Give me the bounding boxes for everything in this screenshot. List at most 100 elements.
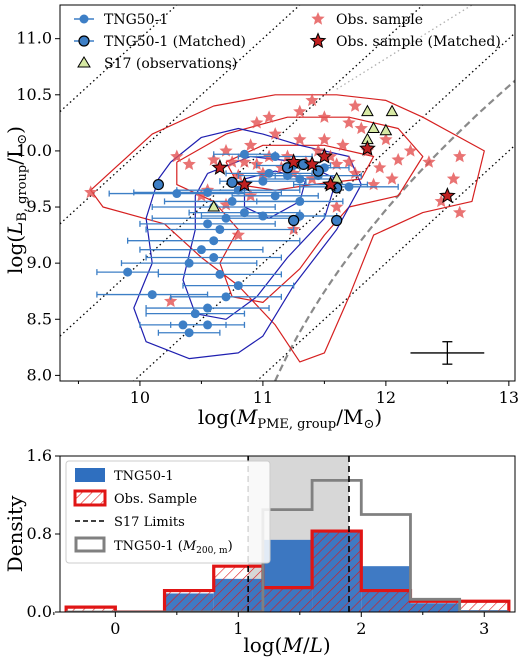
obs-sample-point [244, 188, 258, 202]
legend-item-tng-hist: TNG50-1 [75, 468, 174, 484]
tng-matched-point [331, 214, 343, 227]
scatter-y-tick-label: 8.0 [27, 365, 52, 384]
tng-point [170, 292, 283, 302]
obs-sample-point [391, 152, 405, 166]
histogram-legend-box [65, 460, 271, 564]
constant-ml-line [132, 32, 515, 381]
obs-sample-point [237, 155, 252, 168]
scatter-panel: 10 11 12 13 8.0 8.5 9.0 9.5 10.0 10.5 11.0 log(MPM… [3, 4, 519, 432]
obs-sample-point [403, 143, 418, 157]
red-contour-inner [225, 144, 375, 191]
obs-hist-bar [459, 601, 509, 612]
tng-point [231, 191, 319, 201]
obs-sample-point [219, 143, 233, 157]
tng-matched-point [152, 178, 164, 191]
obs-matched-point [438, 186, 456, 203]
obs-sample-point [262, 110, 276, 123]
legend-item-tng: TNG50-1 [74, 12, 168, 28]
obs-hist-bar [164, 590, 214, 612]
obs-sample-point [293, 132, 307, 146]
tng-point [145, 303, 270, 313]
s17-point [361, 104, 374, 117]
legend-item-obs: Obs. sample [311, 12, 423, 28]
tng-point [145, 309, 246, 319]
s17-point [379, 123, 393, 136]
obs-sample-point [373, 160, 387, 174]
tng-point [188, 208, 301, 218]
obs-matched-point [236, 175, 253, 192]
tng-point [262, 211, 338, 221]
obs-sample-point [434, 194, 448, 208]
tng-point [145, 224, 295, 234]
obs-sample-point [244, 138, 258, 151]
scatter-x-tick-label: 12 [376, 388, 396, 407]
histogram-panel: 0 1 2 3 0.0 0.8 1.6 log(M/L) Density TNG50-1 O… [3, 446, 516, 657]
scatter-frame [59, 4, 516, 382]
scatter-x-tick-label: 10 [130, 388, 150, 407]
obs-sample-point [453, 149, 467, 163]
legend-item-obs-matched: Obs. sample (Matched) [309, 32, 501, 50]
legend-label-obs-hist: Obs. Sample [114, 492, 197, 507]
obs-sample-point [453, 205, 467, 219]
legend-label-limits: S17 Limits [114, 515, 185, 530]
legend-label-tng-hist: TNG50-1 [114, 469, 174, 484]
scatter-legend: TNG50-1 TNG50-1 (Matched) S17 (observati… [74, 12, 501, 72]
scatter-y-tick-label: 8.5 [27, 309, 52, 328]
tng-point [96, 290, 209, 300]
obs-sample-point [422, 155, 436, 168]
tng-matched-point [226, 176, 238, 188]
obs-sample-point [305, 93, 319, 107]
obs-sample-point [385, 172, 399, 185]
obs-sample-point [317, 132, 331, 146]
tng-point [139, 219, 276, 229]
obs-matched-point [322, 175, 339, 192]
obs-sample-point [446, 172, 461, 185]
obs-sample-point [231, 228, 245, 241]
histogram-x-tick-label: 2 [356, 619, 366, 638]
scatter-y-tick-label: 11.0 [16, 29, 52, 48]
histogram-y-label: Density [3, 495, 27, 572]
obs-sample-point [354, 121, 368, 135]
scatter-x-tick-label: 11 [253, 388, 273, 407]
tng-point [139, 245, 264, 255]
obs-sample-point [330, 157, 344, 170]
obs-sample-point [379, 132, 393, 146]
obs-sample-point [164, 294, 178, 307]
obs-sample-point [348, 99, 362, 112]
obs-sample-point [268, 127, 282, 140]
legend-label-tng: TNG50-1 [104, 12, 168, 28]
scatter-y-tick-label: 10.0 [16, 141, 52, 160]
histogram-x-tick-label: 1 [233, 619, 243, 638]
tng-point [126, 236, 301, 246]
legend-item-obs-hist: Obs. Sample [73, 489, 197, 507]
obs-hist-bar [361, 590, 411, 612]
legend-item-limits: S17 Limits [75, 515, 185, 530]
legend-label-obs-matched: Obs. sample (Matched) [336, 34, 501, 50]
legend-item-s17: S17 (observations) [77, 56, 237, 72]
obs-sample-point [293, 104, 307, 118]
obs-hist-bar [410, 601, 460, 612]
obs-sample-point [317, 110, 331, 123]
legend-label-tng-matched: TNG50-1 (Matched) [104, 34, 246, 50]
tng-point [120, 258, 258, 268]
obs-sample-point [182, 157, 196, 170]
histogram-x-tick-label: 3 [479, 619, 489, 638]
obs-hist-bar [66, 607, 116, 612]
s17-point [207, 199, 221, 212]
tng-point [299, 182, 399, 192]
scatter-y-tick-label: 10.5 [16, 85, 52, 104]
obs-matched-point [359, 139, 376, 156]
scatter-y-label: log(LB, group/L⊙) [3, 126, 30, 274]
histogram-legend: TNG50-1 Obs. Sample S17 Limits TNG50-1 (… [65, 460, 271, 564]
tng200-hist-outline [66, 478, 509, 612]
obs-hist-bar [213, 566, 263, 612]
obs-hist-bar [262, 587, 313, 612]
tng-point [163, 196, 301, 206]
obs-sample-point [330, 200, 344, 213]
obs-sample-point [84, 185, 98, 199]
constant-ml-line [255, 144, 515, 381]
obs-sample-point [305, 172, 319, 185]
tng-point [96, 267, 160, 277]
histogram-y-tick-label: 0.0 [27, 602, 52, 621]
legend-item-tng-matched: TNG50-1 (Matched) [74, 34, 246, 50]
